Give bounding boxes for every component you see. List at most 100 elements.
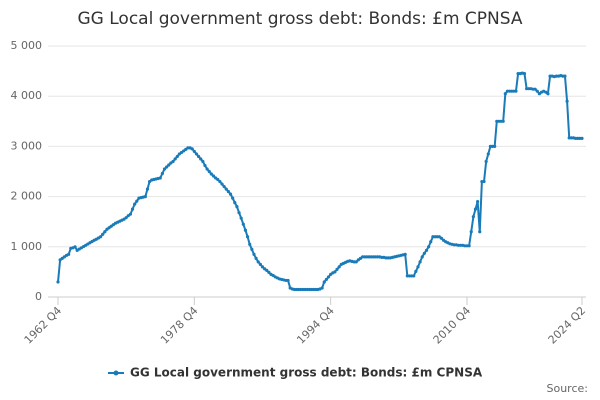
point [194,152,199,156]
point [135,199,139,203]
point [476,200,480,204]
y-tick-label: 4 000 [11,89,43,102]
point [522,72,527,76]
point [501,119,505,123]
point [565,99,569,103]
point [326,275,331,279]
legend-label: GG Local government gross debt: Bonds: £… [130,366,483,380]
point [226,189,231,194]
point [248,242,252,246]
point [209,172,213,176]
point [241,222,245,226]
point [469,230,473,234]
chart-title: GG Local government gross debt: Bonds: £… [78,9,523,29]
x-tick-label: 2024 Q2 [546,304,589,347]
point [535,89,539,93]
point [243,228,248,232]
point [235,205,239,209]
point [224,187,228,191]
point [533,87,537,91]
point [165,165,169,169]
point [173,157,177,161]
source: Source: [547,382,589,395]
point [420,255,424,259]
point [56,280,60,284]
point [286,278,290,283]
point [201,159,205,164]
point [158,176,162,180]
point [250,247,254,251]
point [128,212,133,216]
point [192,149,196,154]
point [414,269,418,273]
point [563,74,567,78]
point [439,236,444,240]
point [467,244,471,248]
point [258,262,262,266]
point [199,157,203,161]
point [478,230,482,234]
point [145,187,150,191]
point [162,167,167,171]
point [190,147,194,151]
point [167,163,171,167]
point [493,144,497,148]
point [333,270,337,274]
point [503,92,507,96]
point [424,248,429,252]
point [124,216,128,220]
point [580,136,584,140]
point [133,202,137,206]
point [101,232,105,236]
point [220,182,224,186]
point [231,196,235,200]
point [211,174,216,178]
point [203,163,207,168]
y-tick-label: 3 000 [11,139,43,152]
series-line [57,72,582,291]
point [484,159,488,164]
point [175,154,179,159]
point [207,169,211,174]
point [237,211,241,215]
point [412,274,416,278]
point [233,201,237,205]
point [143,195,147,199]
point [429,240,433,244]
point [320,286,324,290]
x-tick-label: 1962 Q4 [22,304,65,347]
point [422,251,426,255]
point [196,154,201,159]
point [99,235,103,239]
point [67,252,71,256]
x-tick-label: 1978 Q4 [158,304,201,347]
point [427,245,431,249]
point [322,280,326,284]
point [245,235,250,239]
legend-marker [113,370,119,376]
point [228,192,233,196]
point [260,265,265,269]
point [103,230,107,234]
point [160,171,164,176]
point [256,260,260,264]
point [267,270,271,275]
point [171,159,175,164]
point [73,245,77,249]
point [324,277,328,282]
point [418,260,422,264]
point [486,152,490,156]
point [265,268,269,272]
y-tick-label: 1 000 [11,240,43,253]
point [130,207,135,211]
point [403,252,407,256]
point [471,215,475,219]
point [416,265,420,269]
point [546,92,550,96]
y-tick-label: 2 000 [11,190,43,203]
point [337,265,341,269]
point [252,252,256,256]
y-tick-label: 0 [35,290,42,303]
y-tick-label: 5 000 [11,39,43,52]
